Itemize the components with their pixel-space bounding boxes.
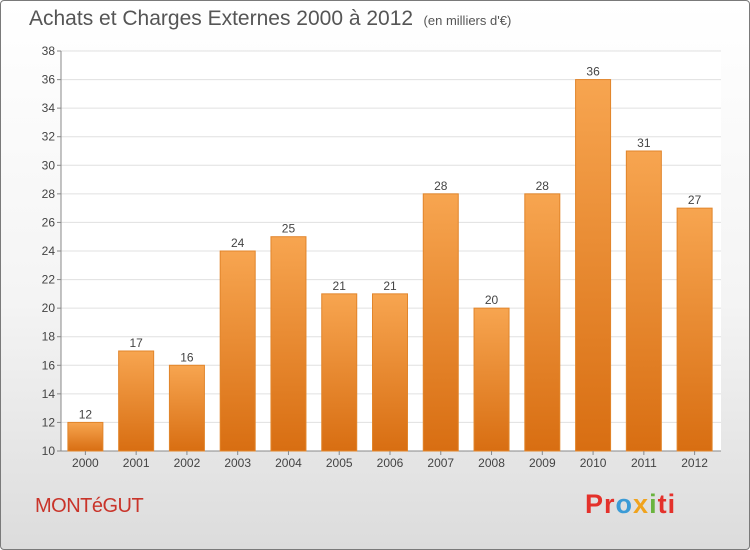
chart-title: Achats et Charges Externes 2000 à 2012 xyxy=(29,7,414,30)
data-label: 28 xyxy=(434,179,448,193)
bar-2003 xyxy=(219,250,256,452)
bar-2000 xyxy=(67,421,104,452)
y-tick-label: 28 xyxy=(42,187,56,201)
bar-2008 xyxy=(473,307,510,452)
bar-2009 xyxy=(524,193,561,452)
y-tick-label: 16 xyxy=(42,358,56,372)
data-label: 27 xyxy=(688,193,702,207)
chart-title-block: Achats et Charges Externes 2000 à 2012 (… xyxy=(29,7,511,31)
data-label: 25 xyxy=(282,222,296,236)
y-tick-label: 22 xyxy=(42,273,56,287)
x-tick-label: 2004 xyxy=(275,456,302,470)
y-tick-label: 36 xyxy=(42,73,56,87)
bar-2004 xyxy=(270,236,307,452)
data-label: 21 xyxy=(333,279,347,293)
y-tick-label: 12 xyxy=(42,415,56,429)
bar-2006 xyxy=(372,293,408,452)
x-tick-label: 2009 xyxy=(529,456,556,470)
data-label: 21 xyxy=(383,279,397,293)
y-tick-label: 10 xyxy=(42,444,56,458)
x-tick-label: 2006 xyxy=(377,456,404,470)
y-tick-label: 20 xyxy=(42,301,56,315)
data-label: 36 xyxy=(586,65,600,79)
data-label: 20 xyxy=(485,293,499,307)
x-tick-label: 2005 xyxy=(326,456,353,470)
x-tick-label: 2002 xyxy=(174,456,201,470)
y-tick-label: 14 xyxy=(42,387,56,401)
town-name: MONTéGUT xyxy=(35,495,144,517)
bar-2002 xyxy=(168,364,205,452)
data-label: 24 xyxy=(231,236,245,250)
y-tick-label: 32 xyxy=(42,130,56,144)
data-label: 17 xyxy=(129,336,143,350)
bar-2011 xyxy=(625,150,662,452)
bar-2010 xyxy=(575,79,612,452)
data-label: 31 xyxy=(637,136,651,150)
proxiti-logo: Proxiti xyxy=(585,489,677,519)
x-tick-label: 2010 xyxy=(580,456,607,470)
bar-2012 xyxy=(676,207,713,452)
chart-subtitle: (en milliers d'€) xyxy=(423,13,512,28)
bar-2007 xyxy=(422,193,459,452)
data-label: 12 xyxy=(79,407,93,421)
y-tick-label: 18 xyxy=(42,330,56,344)
x-tick-label: 2012 xyxy=(681,456,708,470)
y-tick-label: 30 xyxy=(42,158,56,172)
x-tick-label: 2008 xyxy=(478,456,505,470)
bar-2001 xyxy=(118,350,155,452)
y-tick-label: 24 xyxy=(42,244,56,258)
bar-2005 xyxy=(321,293,358,452)
y-tick-label: 34 xyxy=(42,101,56,115)
data-label: 28 xyxy=(536,179,550,193)
data-label: 16 xyxy=(180,350,194,364)
y-tick-label: 38 xyxy=(42,44,56,58)
x-tick-label: 2001 xyxy=(123,456,150,470)
y-tick-label: 26 xyxy=(42,215,56,229)
x-tick-label: 2011 xyxy=(631,456,657,470)
x-tick-label: 2003 xyxy=(224,456,251,470)
x-tick-label: 2007 xyxy=(427,456,454,470)
x-tick-label: 2000 xyxy=(72,456,99,470)
